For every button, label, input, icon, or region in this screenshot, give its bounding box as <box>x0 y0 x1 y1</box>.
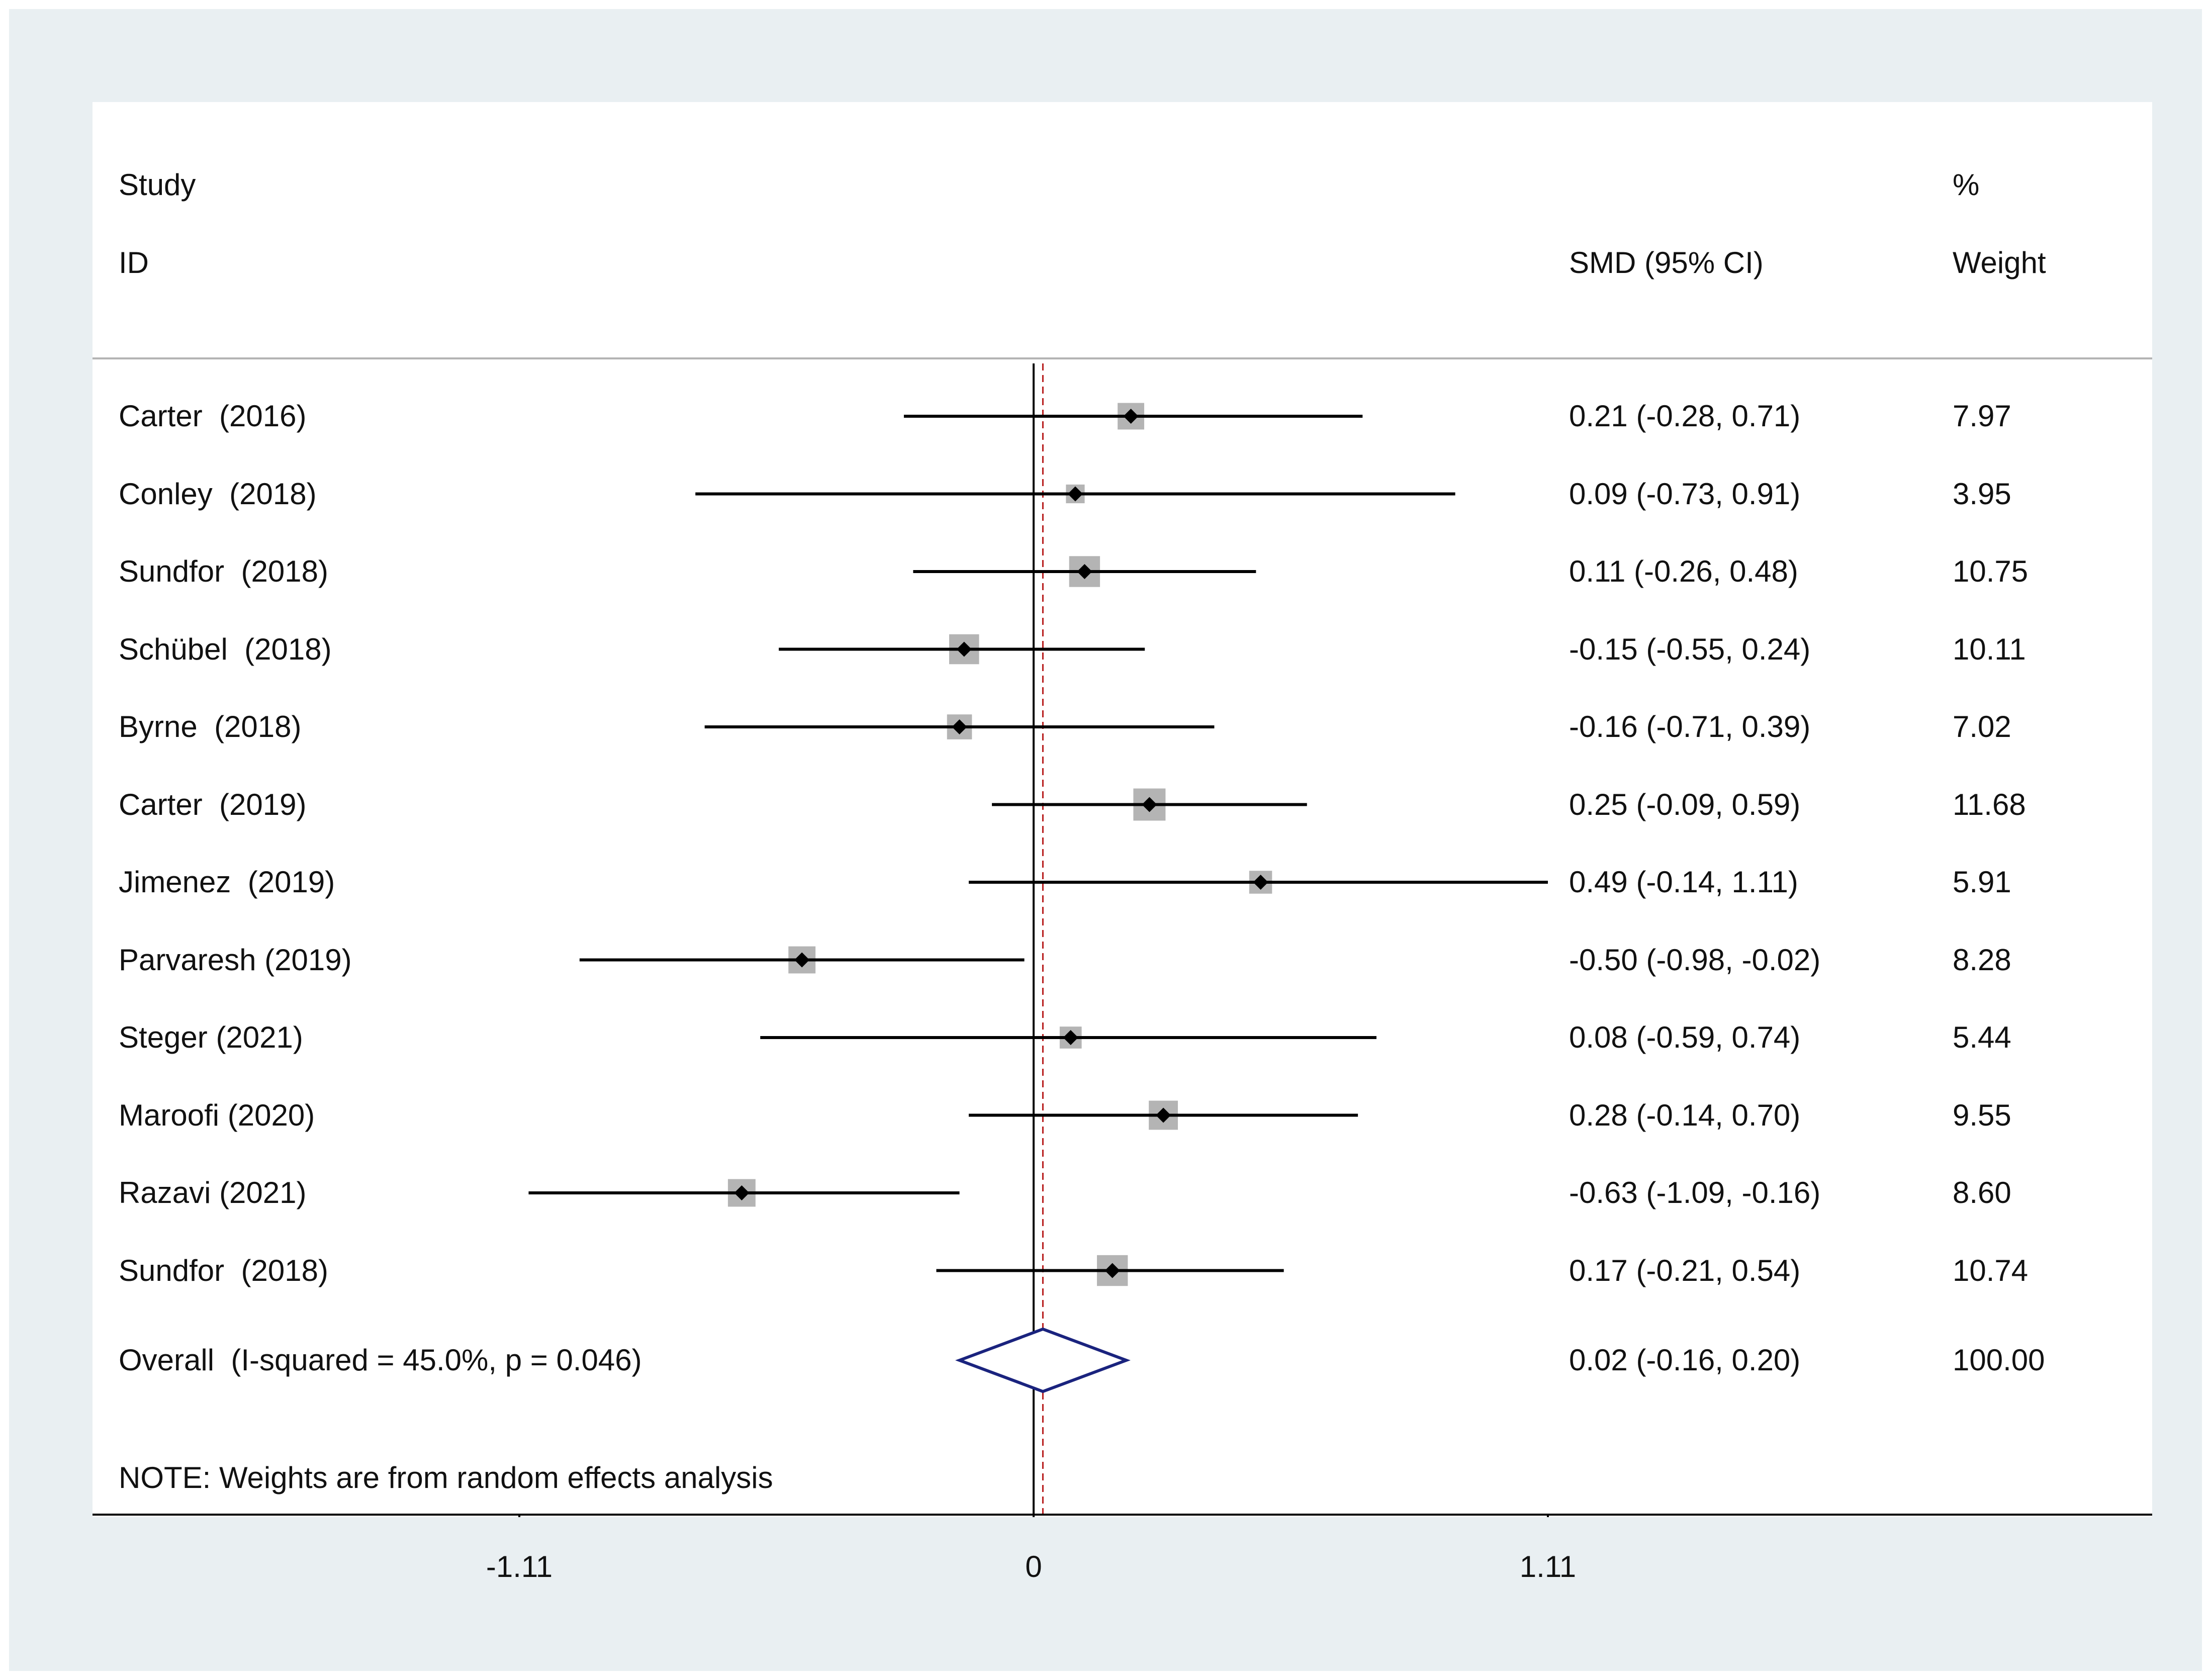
point-estimate <box>1142 797 1157 812</box>
point-estimate <box>1063 1030 1078 1045</box>
study-ci-label: -0.63 (-1.09, -0.16) <box>1569 1176 1821 1209</box>
point-estimate <box>956 641 972 657</box>
study-label: Carter (2016) <box>119 399 307 433</box>
header-percent: % <box>1953 168 1980 202</box>
point-estimate <box>1156 1107 1171 1123</box>
overall-weight-label: 100.00 <box>1953 1343 2045 1377</box>
study-ci-label: 0.11 (-0.26, 0.48) <box>1569 554 1798 588</box>
study-label: Jimenez (2019) <box>119 865 335 899</box>
forest-plot <box>93 357 2152 1517</box>
study-label: Maroofi (2020) <box>119 1098 315 1132</box>
study-ci-label: 0.25 (-0.09, 0.59) <box>1569 787 1801 821</box>
study-label: Sundfor (2018) <box>119 554 328 588</box>
study-label: Byrne (2018) <box>119 710 302 743</box>
plot-panel: Study ID SMD (95% CI) % Weight Carter (2… <box>93 102 2152 1582</box>
study-weight-label: 9.55 <box>1953 1098 2011 1132</box>
study-ci-label: 0.28 (-0.14, 0.70) <box>1569 1098 1801 1132</box>
point-estimate <box>1253 875 1268 890</box>
study-ci-label: 0.17 (-0.21, 0.54) <box>1569 1253 1801 1287</box>
x-tick-label: -1.11 <box>486 1550 553 1583</box>
study-weight-label: 10.74 <box>1953 1253 2029 1287</box>
header-id: ID <box>119 246 149 279</box>
study-weight-label: 11.68 <box>1953 787 2026 821</box>
point-estimate <box>1123 409 1139 424</box>
study-weight-label: 10.75 <box>1953 554 2029 588</box>
header-weight: Weight <box>1953 246 2046 279</box>
x-tick-label: 0 <box>1025 1550 1042 1583</box>
study-ci-label: -0.16 (-0.71, 0.39) <box>1569 710 1811 743</box>
study-ci-label: 0.08 (-0.59, 0.74) <box>1569 1020 1801 1054</box>
point-estimate <box>794 952 810 968</box>
study-label: Razavi (2021) <box>119 1176 307 1209</box>
study-ci-label: -0.15 (-0.55, 0.24) <box>1569 632 1811 666</box>
study-ci-label: 0.09 (-0.73, 0.91) <box>1569 477 1801 511</box>
study-label: Carter (2019) <box>119 787 307 821</box>
study-ci-label: 0.21 (-0.28, 0.71) <box>1569 399 1801 433</box>
point-estimate <box>1104 1263 1120 1278</box>
study-weight-label: 8.60 <box>1953 1176 2011 1209</box>
study-label: Conley (2018) <box>119 477 317 511</box>
study-weight-label: 5.44 <box>1953 1020 2011 1054</box>
point-estimate <box>1077 564 1092 579</box>
header-effect: SMD (95% CI) <box>1569 246 1764 279</box>
overall-ci-label: 0.02 (-0.16, 0.20) <box>1569 1343 1801 1377</box>
study-weight-label: 8.28 <box>1953 943 2011 977</box>
figure-background: Study ID SMD (95% CI) % Weight Carter (2… <box>9 9 2202 1671</box>
x-tick-label: 1.11 <box>1519 1550 1577 1583</box>
study-label: Steger (2021) <box>119 1020 303 1054</box>
study-ci-label: 0.49 (-0.14, 1.11) <box>1569 865 1798 899</box>
study-weight-label: 7.02 <box>1953 710 2011 743</box>
header-study: Study <box>119 168 196 202</box>
study-label: Parvaresh (2019) <box>119 943 352 977</box>
study-weight-label: 7.97 <box>1953 399 2011 433</box>
note-text: NOTE: Weights are from random effects an… <box>119 1461 773 1495</box>
study-label: Schübel (2018) <box>119 632 332 666</box>
study-ci-label: -0.50 (-0.98, -0.02) <box>1569 943 1821 977</box>
overall-label: Overall (I-squared = 45.0%, p = 0.046) <box>119 1343 642 1377</box>
study-weight-label: 5.91 <box>1953 865 2011 899</box>
overall-diamond <box>955 1327 1131 1393</box>
point-estimate <box>952 719 967 734</box>
study-weight-label: 3.95 <box>1953 477 2011 511</box>
point-estimate <box>734 1185 750 1200</box>
study-weight-label: 10.11 <box>1953 632 2026 666</box>
study-label: Sundfor (2018) <box>119 1253 328 1287</box>
point-estimate <box>1067 486 1083 502</box>
